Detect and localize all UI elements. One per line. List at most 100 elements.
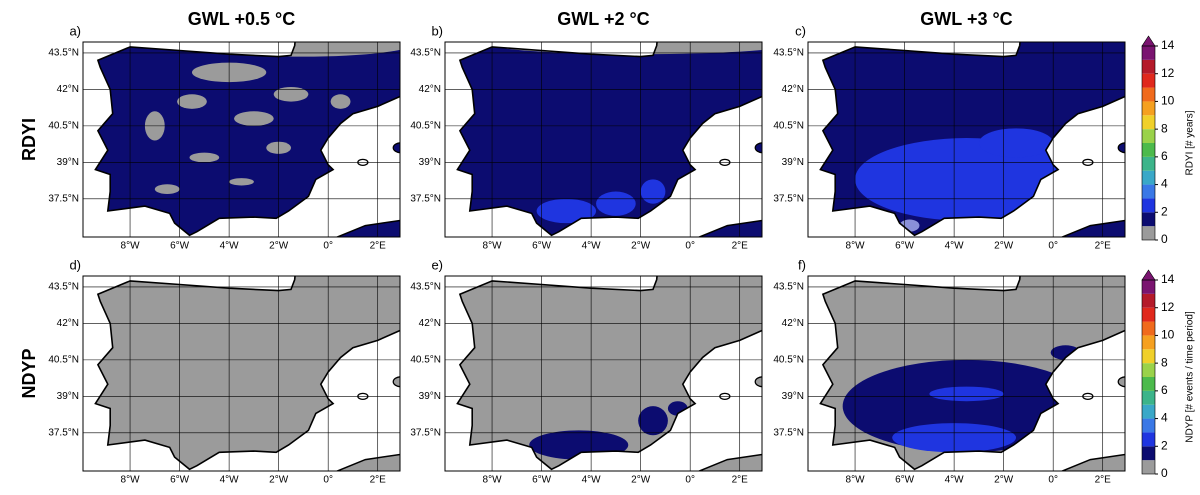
lon-tick-label: 6°W [895, 475, 915, 486]
region [855, 138, 1078, 221]
land [457, 42, 762, 236]
colorbar-segment [1142, 129, 1155, 143]
africa [335, 219, 400, 237]
lat-tick-label: 37.5°N [773, 193, 804, 204]
region [536, 198, 597, 224]
lon-tick-label: 4°W [220, 241, 240, 252]
lat-tick-label: 37.5°N [48, 193, 79, 204]
panel-label: e) [431, 257, 443, 272]
panel-frame [444, 275, 763, 472]
colorbar-segment [1142, 293, 1155, 308]
colorbar-tick-label: 12 [1161, 300, 1175, 314]
lat-tick-label: 39°N [57, 391, 79, 402]
africa [697, 219, 762, 237]
lat-tick-label: 42°N [419, 318, 441, 329]
lon-tick-label: 8°W [846, 241, 866, 252]
lon-tick-label: 6°W [532, 241, 552, 252]
colorbar-segment [1142, 363, 1155, 377]
panel-frame [807, 41, 1126, 238]
colorbar-segment [1142, 418, 1155, 433]
lon-tick-label: 2°E [1095, 475, 1112, 486]
lat-tick-label: 39°N [782, 391, 804, 402]
colorbar-segment [1142, 156, 1155, 171]
colorbar-segment [1142, 390, 1155, 405]
lon-tick-label: 2°W [269, 475, 289, 486]
colorbar-segment [1142, 101, 1155, 116]
lon-tick-label: 4°W [582, 475, 602, 486]
lon-tick-label: 0° [685, 475, 695, 486]
africa [1060, 219, 1125, 237]
island [392, 376, 400, 388]
colorbar-segment [1142, 198, 1155, 213]
island [754, 142, 762, 154]
colorbar-frame [1141, 279, 1156, 475]
lon-tick-label: 4°W [945, 241, 965, 252]
map-panel [83, 276, 400, 471]
lon-tick-label: 0° [323, 475, 333, 486]
column-title: GWL +2 °C [557, 9, 649, 29]
lat-tick-label: 40.5°N [773, 121, 804, 132]
lon-tick-label: 8°W [121, 475, 141, 486]
lat-tick-label: 39°N [419, 391, 441, 402]
lat-tick-label: 40.5°N [48, 121, 79, 132]
panel-frame [444, 41, 763, 238]
lat-tick-label: 43.5°N [773, 48, 804, 59]
colorbar-segment [1142, 307, 1155, 322]
lon-tick-label: 6°W [170, 241, 190, 252]
region [978, 128, 1054, 158]
island [1117, 142, 1125, 154]
lon-tick-label: 6°W [532, 475, 552, 486]
lon-tick-label: 0° [1048, 241, 1058, 252]
colorbar-segment [1142, 212, 1155, 227]
coastline [94, 42, 400, 237]
column-title: GWL +3 °C [920, 9, 1012, 29]
lon-tick-label: 4°W [220, 475, 240, 486]
lon-tick-label: 4°W [582, 241, 602, 252]
region [234, 111, 274, 126]
lon-tick-label: 4°W [945, 475, 965, 486]
colorbar-frame [1141, 45, 1156, 241]
lon-tick-label: 2°E [370, 475, 387, 486]
africa [335, 453, 400, 471]
colorbar-label: RDYI [# years] [1185, 110, 1196, 175]
colorbar-tick-label: 0 [1161, 466, 1168, 480]
colorbar-segment [1142, 460, 1155, 474]
colorbar-segment [1142, 321, 1155, 336]
lat-tick-label: 43.5°N [773, 282, 804, 293]
coastline [819, 42, 1125, 237]
panel-frame [82, 275, 401, 472]
colorbar-tick-label: 12 [1161, 66, 1175, 80]
panel-label: b) [431, 23, 443, 38]
lon-tick-label: 8°W [846, 475, 866, 486]
africa [1060, 453, 1125, 471]
land-overlay [855, 128, 1078, 232]
colorbar-tick-label: 10 [1161, 94, 1175, 108]
lon-tick-label: 0° [1048, 475, 1058, 486]
lon-tick-label: 2°E [370, 241, 387, 252]
map-panel [808, 276, 1125, 471]
lon-tick-label: 2°E [732, 475, 749, 486]
lat-tick-label: 42°N [57, 84, 79, 95]
colorbar-segment [1142, 46, 1155, 60]
lat-tick-label: 40.5°N [410, 121, 441, 132]
colorbar-segment [1142, 73, 1155, 88]
colorbar-segment [1142, 170, 1155, 185]
coastline [819, 276, 1125, 471]
region [330, 94, 351, 109]
colorbar-tick-label: 14 [1161, 272, 1175, 286]
map-panel [83, 42, 400, 237]
lat-tick-label: 37.5°N [410, 193, 441, 204]
colorbar-segment [1142, 87, 1155, 102]
lat-tick-label: 40.5°N [410, 355, 441, 366]
panel-frame [807, 275, 1126, 472]
lat-tick-label: 40.5°N [773, 355, 804, 366]
land [457, 276, 762, 470]
lon-tick-label: 2°W [631, 475, 651, 486]
colorbar-segment [1142, 404, 1155, 419]
colorbar-extend [1141, 269, 1156, 281]
lat-tick-label: 43.5°N [48, 48, 79, 59]
colorbar-tick-label: 8 [1161, 121, 1168, 135]
lon-tick-label: 2°W [631, 241, 651, 252]
colorbar-tick-label: 4 [1161, 411, 1168, 425]
